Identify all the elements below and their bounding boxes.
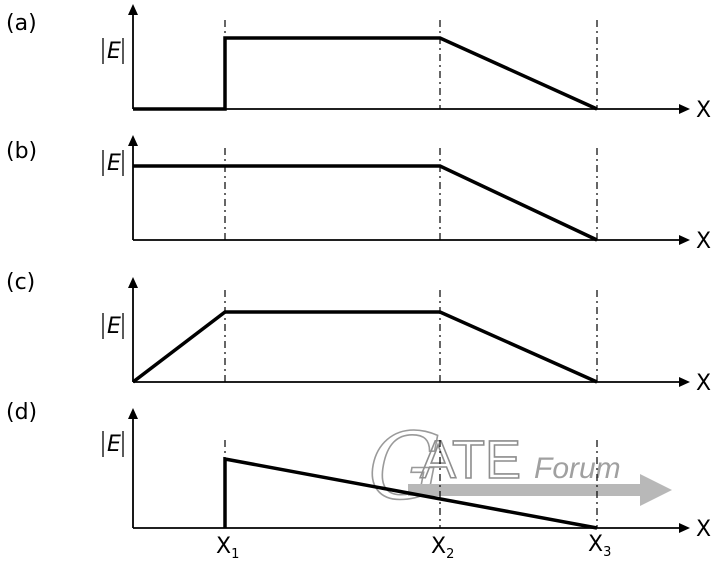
watermark-g-letter: G [368, 413, 442, 520]
y-axis-arrow-icon-c [128, 277, 138, 288]
y-axis-label-d: E [107, 432, 121, 457]
x-tick-x3: X3 [588, 532, 611, 560]
panel-a: (a) E X [6, 4, 711, 123]
field-curve-b [133, 164, 598, 242]
x-tick-x1: X1 [216, 534, 239, 562]
field-curve-c [131, 310, 598, 384]
watermark-arrow-icon [640, 474, 672, 506]
x-axis-arrow-icon-c [679, 377, 690, 387]
y-axis-arrow-icon-d [128, 408, 138, 419]
x-axis-label-c: X [696, 371, 711, 396]
x-tick-labels: X1 X2 X3 [216, 532, 611, 562]
panel-d: (d) E X [6, 400, 711, 542]
y-axis-label-c: E [107, 314, 121, 339]
panel-label-a: (a) [6, 11, 37, 36]
x-tick-x2: X2 [431, 534, 454, 562]
panel-label-b: (b) [6, 139, 37, 164]
x-axis-label-a: X [696, 98, 711, 123]
x-axis-label-b: X [696, 229, 711, 254]
y-axis-label-b: E [107, 151, 121, 176]
gate-forum-watermark: G ATE Forum [367, 412, 672, 521]
watermark-forum-text: Forum [534, 452, 621, 485]
y-axis-label-a: E [107, 39, 121, 64]
panel-label-c: (c) [6, 270, 35, 295]
watermark-ate-text: ATE [420, 430, 521, 490]
x-axis-label-d: X [696, 517, 711, 542]
y-axis-arrow-icon-b [128, 135, 138, 146]
panel-b: (b) E X [6, 135, 711, 254]
x-axis-arrow-icon-a [679, 104, 690, 114]
y-axis-arrow-icon-a [128, 4, 138, 15]
x-axis-arrow-icon-d [679, 523, 690, 533]
panel-label-d: (d) [6, 400, 37, 425]
panel-c: (c) E X [6, 270, 711, 396]
field-curve-d [223, 456, 598, 530]
field-curve-a [133, 36, 598, 111]
x-axis-arrow-icon-b [679, 235, 690, 245]
